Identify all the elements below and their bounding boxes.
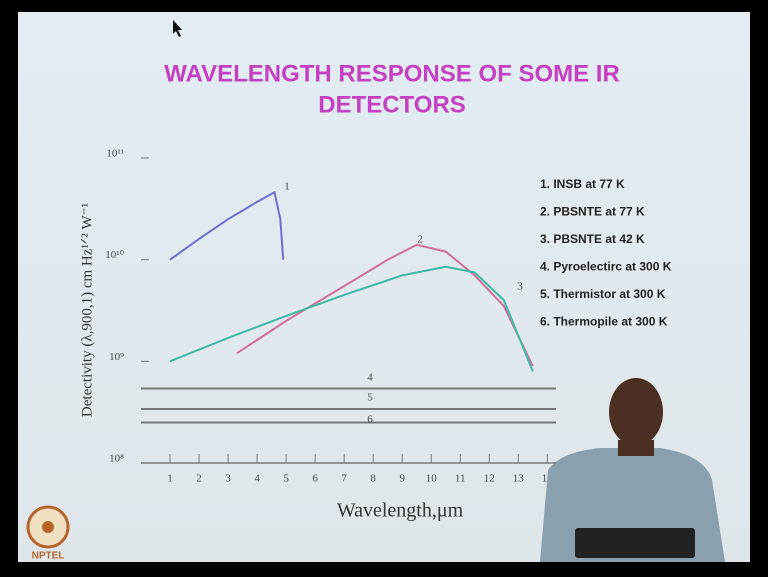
x-tick-label: 9 (399, 473, 405, 485)
curve-label: 5 (367, 392, 373, 404)
curve-label: 2 (417, 234, 423, 246)
legend-entry: 1. INSB at 77 K (540, 177, 625, 191)
curve-label: 4 (367, 372, 373, 384)
x-tick-label: 6 (312, 473, 318, 485)
legend-entry: 4. Pyroelectirc at 300 K (540, 260, 672, 274)
logo-hub (42, 521, 54, 533)
cursor (173, 20, 182, 37)
curve-label: 6 (367, 414, 373, 426)
y-tick-label: 10⁹ (109, 351, 124, 363)
x-tick-label: 13 (513, 473, 525, 485)
curve-label: 3 (517, 281, 523, 293)
legend-entry: 2. PBSNTE at 77 K (540, 205, 645, 219)
x-tick-label: 2 (196, 473, 202, 485)
y-tick-label: 10⁸ (109, 453, 124, 465)
x-tick-label: 7 (341, 473, 347, 485)
presenter-head (609, 378, 663, 446)
x-tick-label: 8 (370, 473, 376, 485)
legend-entry: 3. PBSNTE at 42 K (540, 232, 645, 246)
x-tick-label: 5 (283, 473, 289, 485)
title-line: WAVELENGTH RESPONSE OF SOME IR (164, 60, 620, 87)
legend-entry: 5. Thermistor at 300 K (540, 287, 666, 301)
x-tick-label: 4 (254, 473, 260, 485)
title-line: DETECTORS (318, 91, 466, 118)
logo: NPTEL (26, 505, 70, 562)
presenter (540, 378, 725, 562)
x-axis-label: Wavelength,μm (337, 500, 464, 522)
logo-text: NPTEL (32, 551, 65, 562)
y-tick-label: 10¹¹ (106, 148, 124, 160)
x-tick-label: 11 (455, 473, 466, 485)
x-tick-label: 3 (225, 473, 231, 485)
y-tick-label: 10¹⁰ (105, 249, 124, 261)
curve-label: 1 (284, 181, 290, 193)
x-tick-label: 12 (484, 473, 495, 485)
y-axis-label: Detectivity (λ,900,1) cm Hz¹ᐟ² W⁻¹ (79, 203, 95, 417)
series-line (169, 265, 534, 372)
legend-entry: 6. Thermopile at 300 K (540, 315, 668, 329)
laptop (575, 528, 695, 558)
series-line (169, 190, 285, 261)
x-tick-label: 1 (167, 473, 173, 485)
x-tick-label: 10 (426, 473, 438, 485)
presenter-neck (618, 440, 654, 456)
